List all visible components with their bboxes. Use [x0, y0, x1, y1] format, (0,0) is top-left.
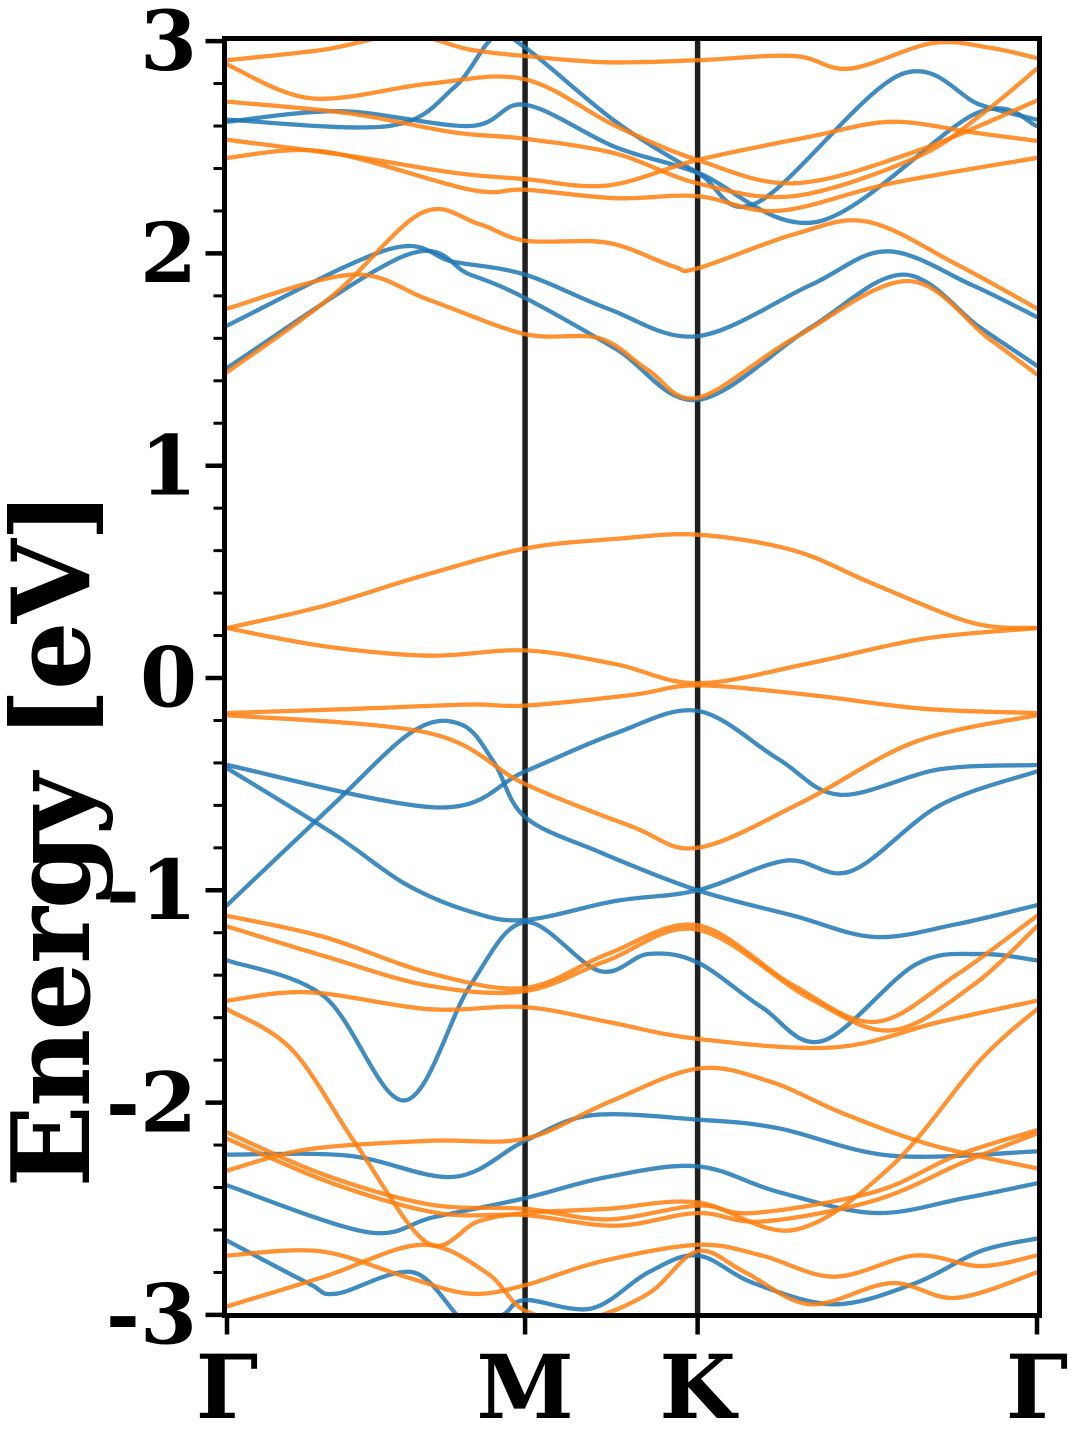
band-line-orange — [227, 625, 1037, 686]
x-axis-tick-label: K — [659, 1335, 739, 1439]
band-line-orange — [227, 1007, 1037, 1248]
band-line-orange — [227, 913, 1037, 1025]
band-line-blue — [227, 1163, 1037, 1236]
band-line-orange — [227, 147, 1037, 214]
band-line-blue — [227, 248, 1037, 403]
band-line-orange — [227, 1242, 1037, 1313]
band-line-blue — [227, 919, 1037, 1103]
y-axis-tick-label: 3 — [140, 0, 197, 90]
band-line-orange — [227, 62, 1037, 186]
band-line-orange — [227, 1065, 1037, 1173]
band-line-blue — [227, 243, 1037, 339]
band-line-orange — [227, 119, 1037, 189]
band-line-orange — [227, 272, 1037, 401]
band-line-blue — [227, 708, 1037, 810]
plot-spines — [222, 36, 1042, 1318]
band-line-blue — [227, 766, 1037, 923]
band-line-orange — [227, 66, 1037, 200]
band-line-blue — [227, 102, 1037, 226]
band-line-orange — [227, 206, 1037, 375]
band-line-orange — [227, 683, 1037, 716]
y-axis-tick-label: -3 — [106, 1268, 197, 1364]
band-line-blue — [227, 41, 1037, 209]
band-line-blue — [227, 1112, 1037, 1180]
band-lines — [227, 41, 1037, 1313]
y-axis-tick-label: 0 — [140, 631, 197, 727]
band-line-orange — [227, 1131, 1037, 1228]
band-line-blue — [227, 1236, 1037, 1313]
band-line-orange — [227, 41, 1037, 71]
band-line-orange — [227, 924, 1037, 1033]
band-line-orange — [227, 532, 1037, 631]
band-line-blue — [227, 718, 1037, 940]
x-axis-tick-label: Γ — [196, 1335, 258, 1439]
band-line-orange — [227, 1128, 1037, 1222]
y-axis-tick-label: -2 — [106, 1055, 197, 1151]
y-axis-tick-label: -1 — [106, 843, 197, 939]
y-axis-tick-label: 1 — [140, 418, 197, 514]
band-line-orange — [227, 1242, 1037, 1297]
band-line-orange — [227, 713, 1037, 851]
x-axis-tick-label: M — [476, 1335, 573, 1439]
y-axis-tick-label: 2 — [140, 206, 197, 302]
band-line-orange — [227, 989, 1037, 1051]
x-axis-tick-label: Γ — [1006, 1335, 1068, 1439]
